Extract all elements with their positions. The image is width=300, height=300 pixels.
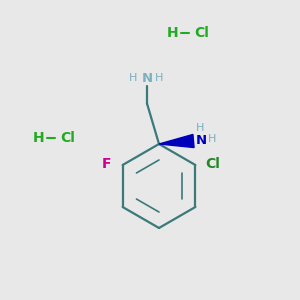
Text: Cl: Cl: [60, 131, 75, 145]
Text: H: H: [155, 73, 163, 83]
Text: H: H: [167, 26, 178, 40]
Text: Cl: Cl: [205, 157, 220, 170]
Text: N: N: [196, 134, 207, 148]
Polygon shape: [159, 134, 194, 148]
Text: H: H: [33, 131, 44, 145]
Text: Cl: Cl: [194, 26, 209, 40]
Text: H: H: [129, 73, 138, 83]
Text: H: H: [196, 123, 204, 133]
Text: H: H: [208, 134, 216, 145]
Text: N: N: [141, 72, 153, 85]
Text: F: F: [101, 157, 111, 170]
